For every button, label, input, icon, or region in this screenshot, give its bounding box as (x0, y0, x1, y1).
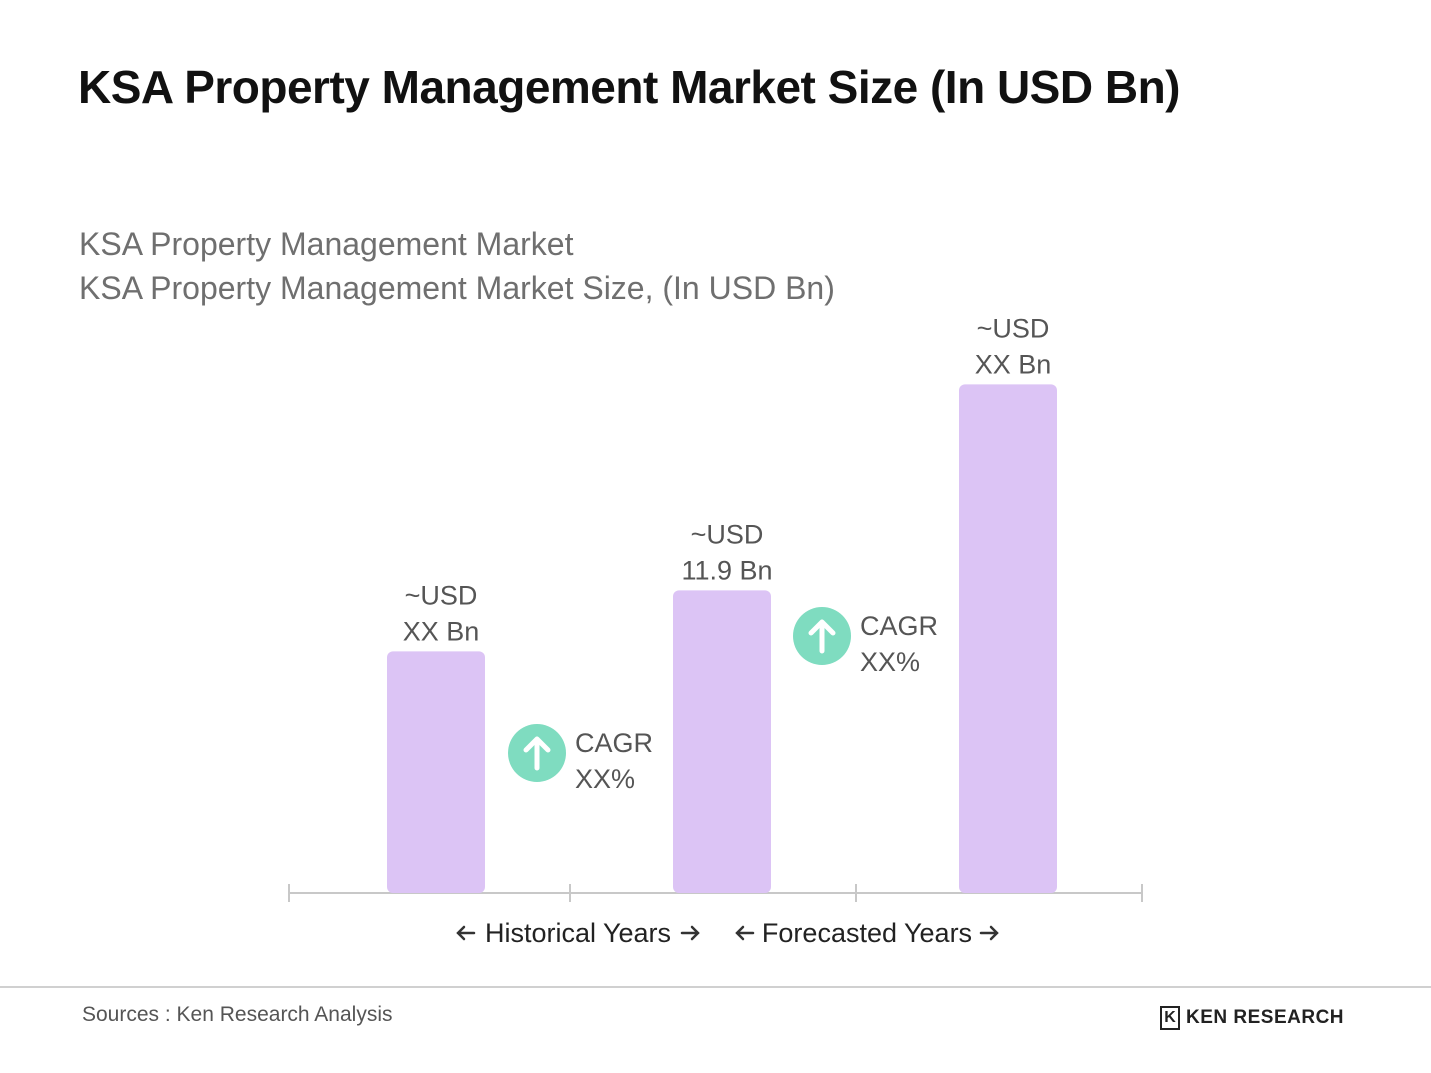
logo-text: KEN RESEARCH (1186, 1007, 1345, 1028)
arrow-up-icon (808, 619, 836, 654)
page-title: KSA Property Management Market Size (In … (78, 61, 1181, 113)
source-note: Sources : Ken Research Analysis (82, 1003, 393, 1026)
bar-value-label: ~USD (977, 313, 1050, 343)
cagr-label: XX% (575, 764, 635, 794)
bar (387, 651, 485, 893)
arrow-up-icon (523, 736, 551, 771)
bar-chart: ~USD XX Bn ~USD 11.9 Bn ~USD XX Bn CAGR XX% CAGR… (288, 313, 1143, 948)
bar (959, 384, 1057, 893)
cagr-label: XX% (860, 647, 920, 677)
period-label: Forecasted Years (762, 918, 972, 948)
period-label: Historical Years (485, 918, 671, 948)
cagr-label: CAGR (575, 728, 653, 758)
logo-mark-icon: K (1160, 1006, 1180, 1030)
arrow-right-icon (680, 925, 700, 941)
bar-value-label: XX Bn (403, 616, 480, 646)
chart-subtitle: KSA Property Management Market (79, 226, 574, 262)
chart-subtitle-units: KSA Property Management Market Size, (In… (79, 270, 835, 306)
arrow-left-icon (735, 925, 755, 941)
bar (673, 590, 771, 893)
ken-research-logo: K KEN RESEARCH (1160, 1005, 1344, 1031)
bar-value-label: ~USD (691, 519, 764, 549)
bar-value-label: 11.9 Bn (681, 555, 772, 585)
cagr-label: CAGR (860, 611, 938, 641)
footer-divider (0, 986, 1431, 988)
arrow-right-icon (979, 925, 999, 941)
bar-value-label: ~USD (405, 580, 478, 610)
arrow-left-icon (456, 925, 476, 941)
bar-value-label: XX Bn (975, 349, 1052, 379)
